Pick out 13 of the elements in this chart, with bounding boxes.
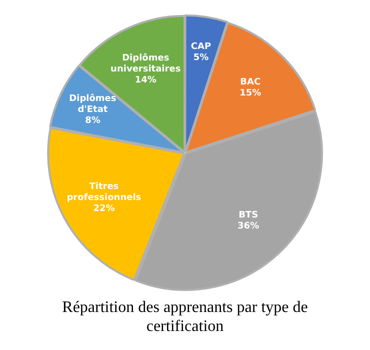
data-label: 15% <box>240 88 262 98</box>
data-label: 22% <box>93 204 115 214</box>
slice-label: Diplômes d'Etat <box>69 92 116 115</box>
slice-label: Diplômes universitaires <box>110 52 181 75</box>
slice-label: BAC <box>240 77 261 88</box>
data-label: 8% <box>85 116 100 126</box>
slice-label: Titres professionnels <box>66 182 142 203</box>
slice-label: BTS <box>238 210 258 220</box>
text: Répartition des apprenants par type de certification <box>61 298 309 336</box>
data-label: 5% <box>193 53 209 64</box>
data-label: 36% <box>238 221 260 232</box>
slice-label: CAP <box>190 42 212 52</box>
data-label: 14% <box>134 76 156 86</box>
